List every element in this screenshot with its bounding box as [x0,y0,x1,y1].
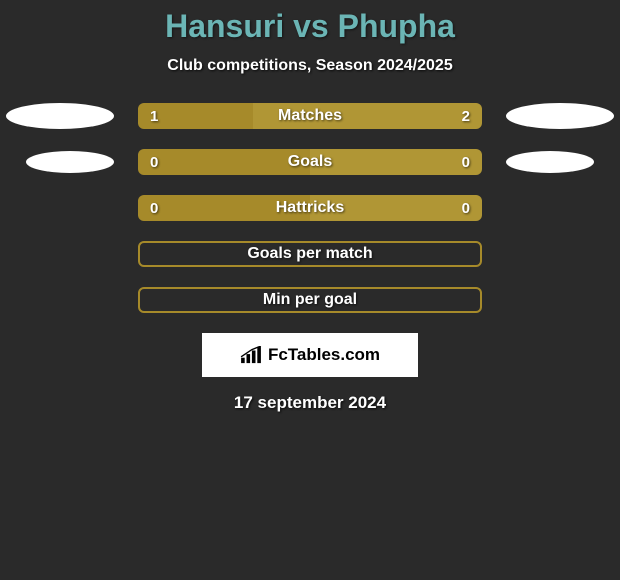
comparison-card: Hansuri vs Phupha Club competitions, Sea… [0,0,620,413]
stat-label: Goals per match [247,245,372,263]
stat-row-min-per-goal: Min per goal [0,287,620,313]
player-left-ellipse-icon [6,103,114,129]
player-left-ellipse-icon [26,151,114,173]
spacer [6,287,114,313]
bar-right-segment [310,195,482,221]
date-text: 17 september 2024 [0,393,620,413]
bar-right-segment [310,149,482,175]
stat-row-hattricks: 0 Hattricks 0 [0,195,620,221]
spacer [506,287,614,313]
spacer [506,241,614,267]
player-right-ellipse-icon [506,103,614,129]
stat-row-goals: 0 Goals 0 [0,149,620,175]
bar-left-segment [138,195,310,221]
spacer [506,195,614,221]
bar-right-segment [253,103,482,129]
stat-bar-goals-per-match: Goals per match [138,241,482,267]
stat-bar-min-per-goal: Min per goal [138,287,482,313]
page-subtitle: Club competitions, Season 2024/2025 [0,57,620,75]
stat-row-matches: 1 Matches 2 [0,103,620,129]
stat-bar-hattricks: 0 Hattricks 0 [138,195,482,221]
spacer [6,195,114,221]
stat-label: Min per goal [263,291,357,309]
stat-bar-goals: 0 Goals 0 [138,149,482,175]
brand-badge[interactable]: FcTables.com [202,333,418,377]
player-right-ellipse-icon [506,151,594,173]
stat-row-goals-per-match: Goals per match [0,241,620,267]
bar-left-segment [138,103,253,129]
brand-text: FcTables.com [268,345,380,365]
chart-icon [240,346,262,364]
bar-left-segment [138,149,310,175]
spacer [6,241,114,267]
stat-bar-matches: 1 Matches 2 [138,103,482,129]
page-title: Hansuri vs Phupha [0,8,620,45]
